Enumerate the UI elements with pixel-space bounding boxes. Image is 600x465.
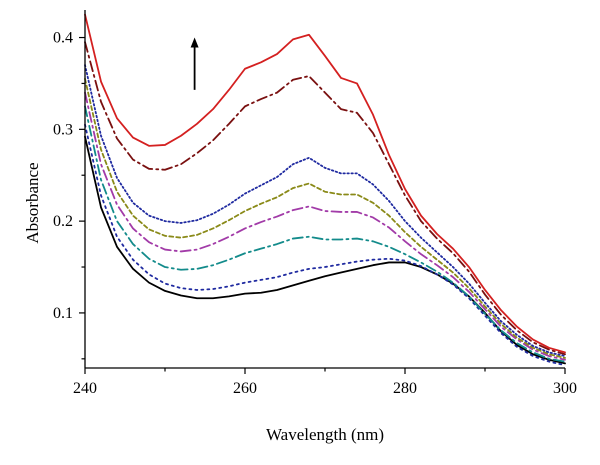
series-line-4 — [84, 91, 566, 361]
x-tick-label-260: 260 — [233, 380, 257, 397]
series-line-7 — [84, 41, 566, 356]
series-line-2 — [84, 123, 566, 367]
annotation-layer — [190, 37, 199, 90]
y-tick-label-0: 0.1 — [53, 305, 73, 322]
series-layer — [84, 13, 566, 367]
x-tick-label-240: 240 — [73, 380, 97, 397]
y-tick-label-2: 0.3 — [53, 121, 73, 138]
y-tick-label-3: 0.4 — [53, 30, 73, 47]
series-line-1 — [84, 135, 566, 365]
series-line-6 — [84, 64, 566, 357]
x-tick-label-280: 280 — [393, 380, 417, 397]
x-axis-title: Wavelength (nm) — [266, 425, 384, 444]
series-line-8 — [84, 13, 566, 354]
x-tick-label-300: 300 — [553, 380, 577, 397]
arrow-head — [190, 37, 199, 48]
y-axis-title: Absorbance — [23, 162, 42, 243]
y-tick-label-1: 0.2 — [53, 213, 73, 230]
series-line-5 — [84, 77, 566, 359]
series-line-3 — [84, 105, 566, 363]
axes-layer: 240 260 280 300 0.1 0.2 0.3 0.4 — [53, 10, 577, 397]
